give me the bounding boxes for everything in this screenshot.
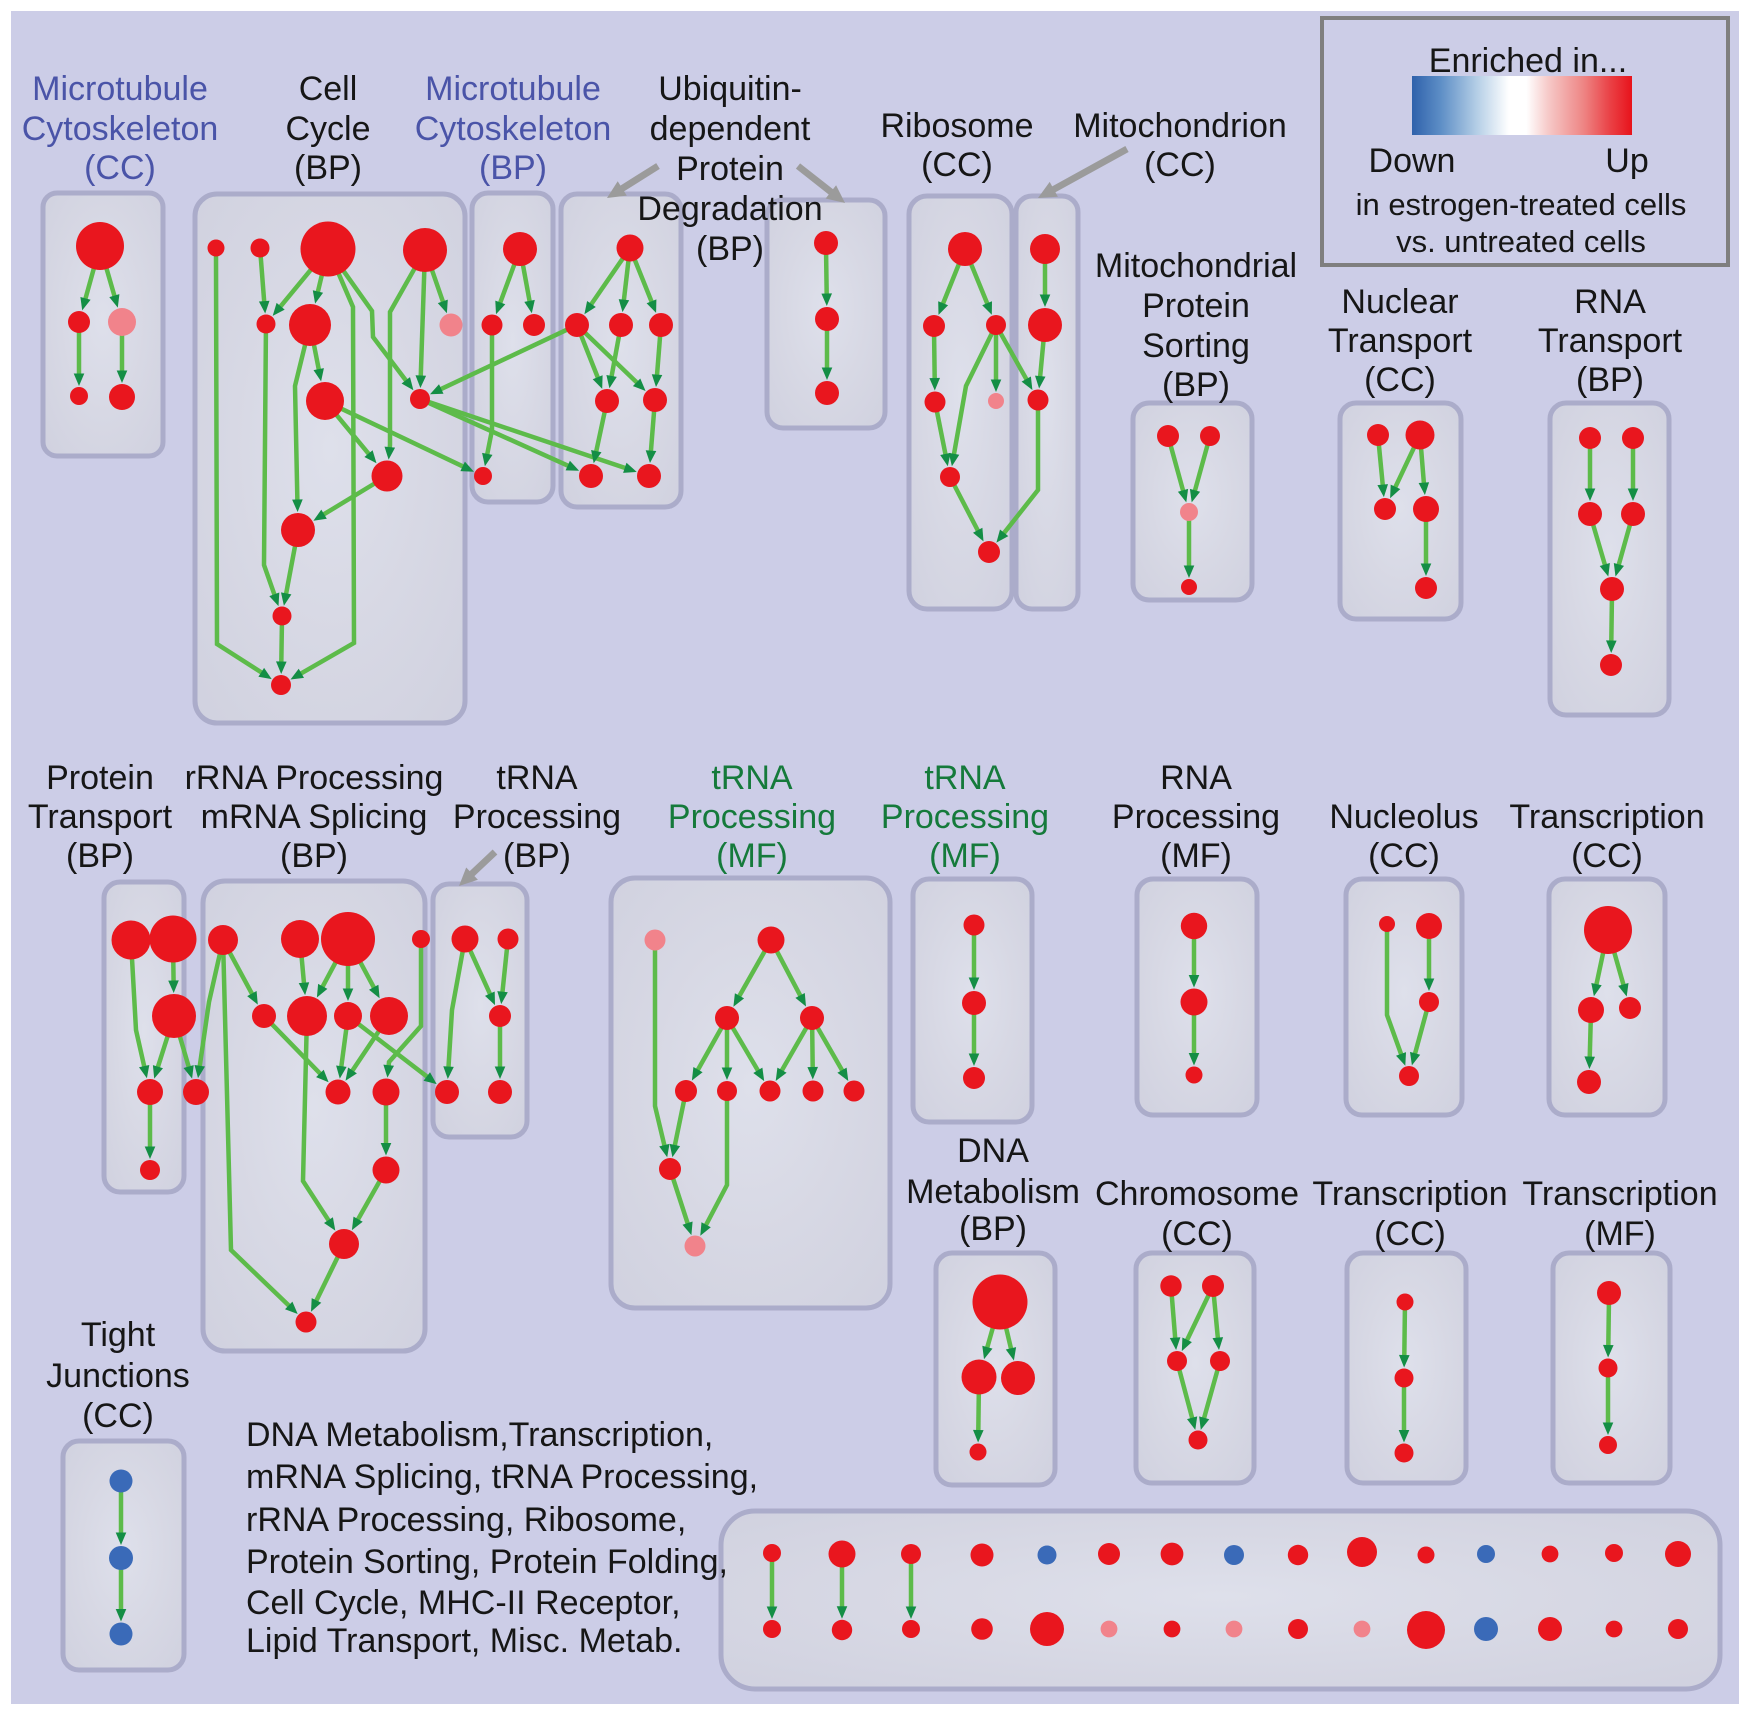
svg-text:Protein: Protein <box>1142 287 1250 325</box>
svg-text:(CC): (CC) <box>1571 837 1643 875</box>
svg-text:Transcription: Transcription <box>1312 1175 1507 1213</box>
svg-text:DNA Metabolism,Transcription,: DNA Metabolism,Transcription, <box>246 1416 713 1454</box>
svg-text:Protein: Protein <box>676 150 784 188</box>
svg-text:Cytoskeleton: Cytoskeleton <box>415 110 612 148</box>
svg-text:Ubiquitin-: Ubiquitin- <box>658 70 802 108</box>
svg-text:(MF): (MF) <box>929 837 1001 875</box>
svg-text:Ribosome: Ribosome <box>880 107 1033 145</box>
svg-text:Mitochondrial: Mitochondrial <box>1095 247 1297 285</box>
svg-text:(MF): (MF) <box>1584 1215 1656 1253</box>
svg-text:(CC): (CC) <box>1374 1215 1446 1253</box>
svg-text:mRNA Splicing: mRNA Splicing <box>201 798 428 836</box>
svg-text:(BP): (BP) <box>479 149 547 187</box>
svg-text:Protein Sorting, Protein Foldi: Protein Sorting, Protein Folding, <box>246 1543 728 1581</box>
svg-text:Processing: Processing <box>1112 798 1280 836</box>
svg-text:tRNA: tRNA <box>711 759 793 797</box>
svg-text:Junctions: Junctions <box>46 1357 190 1395</box>
svg-text:DNA: DNA <box>957 1132 1029 1170</box>
svg-text:Microtubule: Microtubule <box>32 70 208 108</box>
svg-text:dependent: dependent <box>650 110 811 148</box>
svg-text:Protein: Protein <box>46 759 154 797</box>
svg-text:Tight: Tight <box>81 1316 156 1354</box>
svg-text:(CC): (CC) <box>1161 1215 1233 1253</box>
svg-text:Cell: Cell <box>299 70 358 108</box>
svg-text:(MF): (MF) <box>716 837 788 875</box>
svg-text:Nucleolus: Nucleolus <box>1329 798 1478 836</box>
svg-text:Degradation: Degradation <box>637 190 822 228</box>
svg-text:(MF): (MF) <box>1160 837 1232 875</box>
svg-text:Chromosome: Chromosome <box>1095 1175 1299 1213</box>
svg-text:(CC): (CC) <box>84 149 156 187</box>
svg-text:Transcription: Transcription <box>1509 798 1704 836</box>
svg-text:mRNA Splicing, tRNA Processing: mRNA Splicing, tRNA Processing, <box>246 1458 758 1496</box>
svg-text:(BP): (BP) <box>503 837 571 875</box>
svg-text:(CC): (CC) <box>921 146 993 184</box>
svg-text:(CC): (CC) <box>1144 146 1216 184</box>
svg-text:Cycle: Cycle <box>285 110 370 148</box>
svg-text:Processing: Processing <box>668 798 836 836</box>
svg-text:tRNA: tRNA <box>924 759 1006 797</box>
svg-text:(CC): (CC) <box>1364 361 1436 399</box>
svg-text:Mitochondrion: Mitochondrion <box>1073 107 1287 145</box>
svg-text:Transport: Transport <box>1538 322 1683 360</box>
svg-text:(BP): (BP) <box>66 837 134 875</box>
svg-text:Transport: Transport <box>1328 322 1473 360</box>
svg-text:(CC): (CC) <box>1368 837 1440 875</box>
svg-text:Cell Cycle, MHC-II Receptor,: Cell Cycle, MHC-II Receptor, <box>246 1584 681 1622</box>
svg-text:(CC): (CC) <box>82 1397 154 1435</box>
svg-text:in estrogen-treated cells: in estrogen-treated cells <box>1356 187 1687 222</box>
svg-text:Down: Down <box>1369 142 1456 180</box>
svg-text:Metabolism: Metabolism <box>906 1173 1080 1211</box>
svg-text:Sorting: Sorting <box>1142 327 1250 365</box>
svg-text:Nuclear: Nuclear <box>1341 283 1458 321</box>
svg-text:rRNA Processing, Ribosome,: rRNA Processing, Ribosome, <box>246 1501 686 1539</box>
svg-text:(BP): (BP) <box>959 1210 1027 1248</box>
svg-text:tRNA: tRNA <box>496 759 578 797</box>
svg-text:rRNA Processing: rRNA Processing <box>185 759 444 797</box>
svg-text:RNA: RNA <box>1160 759 1232 797</box>
svg-text:Cytoskeleton: Cytoskeleton <box>22 110 219 148</box>
svg-text:Enriched in...: Enriched in... <box>1429 42 1627 80</box>
svg-text:Transcription: Transcription <box>1522 1175 1717 1213</box>
svg-text:Transport: Transport <box>28 798 173 836</box>
svg-text:(BP): (BP) <box>1162 366 1230 404</box>
svg-text:(BP): (BP) <box>696 230 764 268</box>
svg-text:Microtubule: Microtubule <box>425 70 601 108</box>
svg-text:Processing: Processing <box>881 798 1049 836</box>
svg-text:RNA: RNA <box>1574 283 1646 321</box>
svg-text:(BP): (BP) <box>1576 361 1644 399</box>
svg-text:vs. untreated cells: vs. untreated cells <box>1396 224 1646 259</box>
svg-text:Processing: Processing <box>453 798 621 836</box>
svg-text:Lipid Transport, Misc. Metab.: Lipid Transport, Misc. Metab. <box>246 1622 683 1660</box>
svg-text:(BP): (BP) <box>280 837 348 875</box>
svg-text:Up: Up <box>1605 142 1648 180</box>
svg-text:(BP): (BP) <box>294 149 362 187</box>
